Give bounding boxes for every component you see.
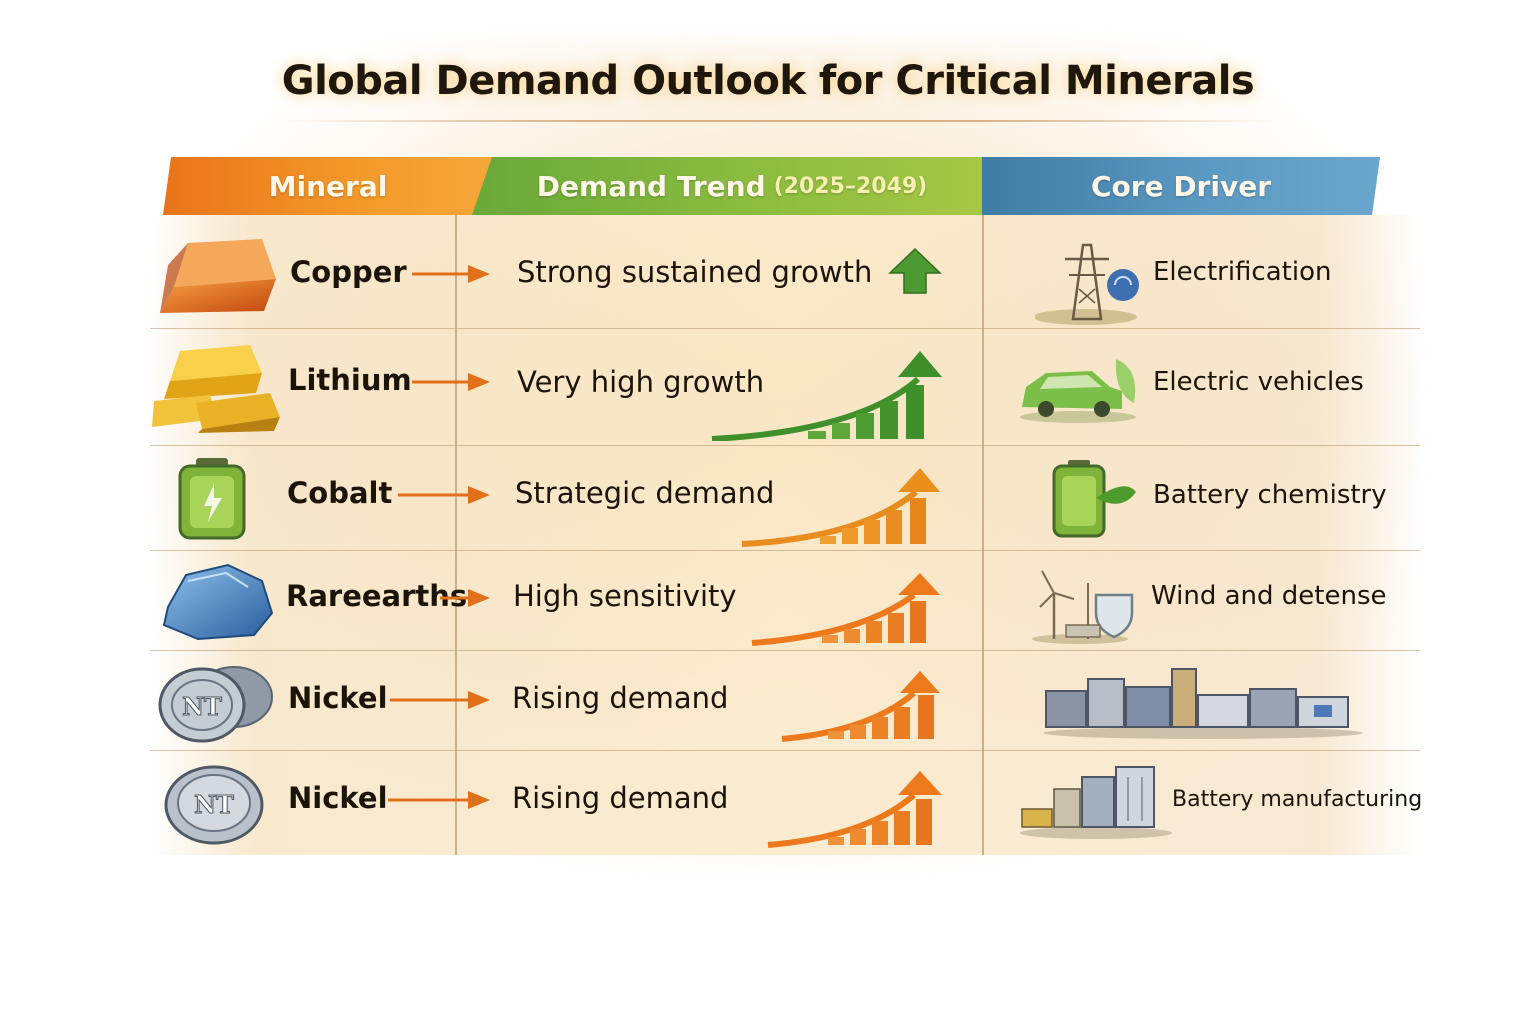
power-tower-icon [1035,243,1139,325]
coin-label: NT [194,790,234,819]
header-driver-label: Core Driver [1090,169,1272,203]
orange-growth-chart-icon [751,573,940,646]
driver-text: Wind and detense [1151,581,1387,611]
table-row: NT Nickel Rising demand [150,751,1423,855]
battery-cell-icon [178,458,246,540]
orange-growth-chart-icon [781,671,940,742]
driver-text: Battery chemistry [1153,480,1387,510]
header-core-driver: Core Driver [982,157,1380,215]
header-mineral-label: Mineral [268,169,388,203]
electric-car-icon [1020,359,1136,423]
table-row: Copper Strong sustained growth Electrifi… [150,215,1420,329]
link-arrow-icon [388,791,490,809]
trend-text: Strategic demand [515,476,775,510]
wind-turbine-shield-icon [1032,570,1134,644]
link-arrow-icon [440,589,490,607]
link-arrow-icon [412,265,490,283]
table-row: Rareearths High sensitivity [150,551,1420,651]
copper-ingot-icon [160,239,276,313]
battery-leaf-icon [1052,460,1136,538]
header-trend-years: (2025–2049) [773,173,928,199]
table-row: NT Nickel Rising demand [150,651,1420,751]
nickel-coin-icon: NT [158,666,273,743]
mineral-name: Nickel [288,781,388,815]
page-title: Global Demand Outlook for Critical Miner… [281,58,1255,104]
blue-ore-icon [162,563,274,641]
table-row: Cobalt Strategic demand Batte [150,446,1420,551]
title-divider [280,120,1280,122]
trend-text: High sensitivity [513,579,737,613]
orange-growth-chart-icon [741,468,940,547]
trend-text: Very high growth [517,365,765,399]
green-growth-chart-icon [711,351,942,441]
header-trend-label: Demand Trend [536,169,766,203]
mineral-name: Nickel [288,681,388,715]
trend-text: Strong sustained growth [517,255,873,289]
gold-bars-icon [152,345,280,433]
mineral-name: Lithium [288,363,412,397]
mineral-name: Copper [290,255,407,289]
coin-label: NT [182,692,222,721]
mineral-name: Rareearths [286,579,468,613]
trend-text: Rising demand [512,781,729,815]
orange-growth-chart-icon [767,771,942,848]
industrial-plant-icon [1043,668,1363,739]
link-arrow-icon [390,691,490,709]
factory-icon [1020,766,1172,839]
driver-text: Battery manufacturing [1172,787,1423,812]
header-mineral: Mineral [163,157,493,215]
green-up-arrow-icon [888,247,942,294]
column-divider [982,215,984,855]
link-arrow-icon [398,486,490,504]
header-demand-trend: Demand Trend (2025–2049) [472,157,992,215]
driver-text: Electric vehicles [1153,367,1364,397]
column-divider [455,215,457,855]
nickel-coin-icon: NT [164,765,264,845]
driver-text: Electrification [1153,257,1332,287]
link-arrow-icon [412,373,490,391]
outlook-table: Copper Strong sustained growth Electrifi… [150,215,1423,855]
mineral-name: Cobalt [287,476,393,510]
trend-text: Rising demand [512,681,729,715]
table-row: Lithium Very high growth [150,329,1420,446]
